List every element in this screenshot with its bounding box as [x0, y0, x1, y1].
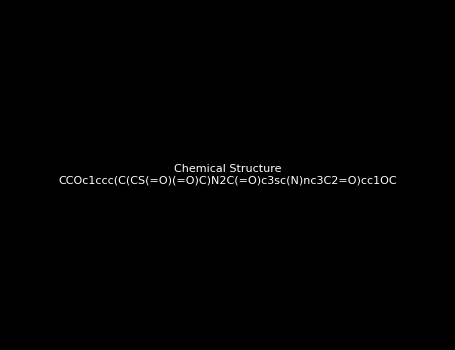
- Text: Chemical Structure
CCOc1ccc(C(CS(=O)(=O)C)N2C(=O)c3sc(N)nc3C2=O)cc1OC: Chemical Structure CCOc1ccc(C(CS(=O)(=O)…: [58, 164, 397, 186]
